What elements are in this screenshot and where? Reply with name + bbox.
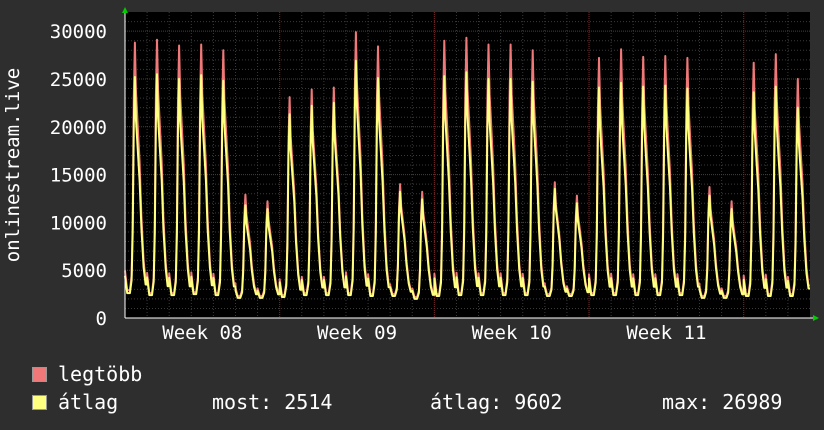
y-tick-label: 15000 xyxy=(50,165,107,187)
x-tick-labels: Week 08 Week 09 Week 10 Week 11 xyxy=(162,322,706,344)
x-tick-label: Week 08 xyxy=(162,322,242,344)
y-tick-label: 20000 xyxy=(50,117,107,139)
x-tick-label: Week 09 xyxy=(317,322,397,344)
x-tick-label: Week 11 xyxy=(626,322,706,344)
y-tick-label: 10000 xyxy=(50,212,107,234)
axes xyxy=(122,7,819,321)
x-tick-label: Week 10 xyxy=(472,322,552,344)
y-tick-labels: 0 5000 10000 15000 20000 25000 30000 xyxy=(50,21,107,330)
series-group xyxy=(124,31,810,300)
series-line-avg xyxy=(124,59,810,300)
y-tick-label: 30000 xyxy=(50,21,107,43)
y-axis-arrow-icon xyxy=(122,7,128,13)
y-axis-label: onlinestream.live xyxy=(2,68,24,262)
y-tick-label: 25000 xyxy=(50,69,107,91)
y-tick-label: 0 xyxy=(96,308,107,330)
y-tick-label: 5000 xyxy=(61,260,107,282)
x-axis-arrow-icon xyxy=(813,315,819,321)
